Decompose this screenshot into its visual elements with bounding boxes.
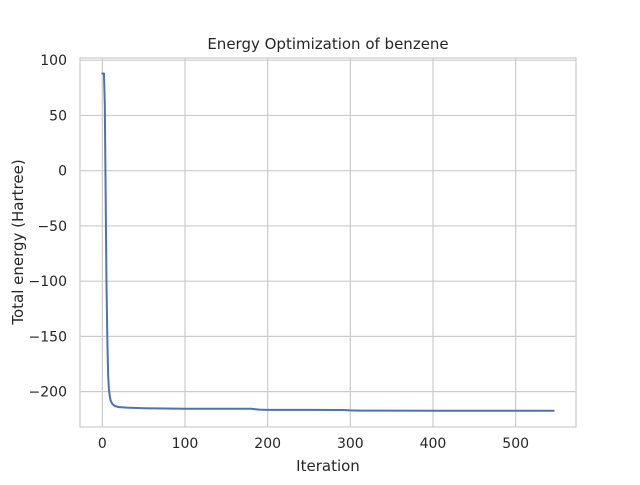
axes-frame	[79, 57, 577, 428]
x-tick-label: 100	[172, 436, 199, 452]
y-tick-label: 100	[40, 53, 67, 69]
y-tick-labels: 100 50 0 −50 −100 −150 −200	[29, 53, 67, 400]
x-axis-label: Iteration	[296, 457, 360, 475]
y-tick-label: −150	[29, 329, 67, 345]
y-tick-label: −200	[29, 385, 67, 401]
series-layer	[101, 72, 555, 412]
x-tick-label: 0	[98, 436, 107, 452]
y-axis-label: Total energy (Hartree)	[9, 159, 27, 325]
y-tick-label: 0	[58, 164, 67, 180]
y-tick-label: −50	[37, 219, 67, 235]
chart-title: Energy Optimization of benzene	[207, 35, 448, 53]
x-tick-label: 300	[337, 436, 364, 452]
energy-series-line	[101, 72, 555, 412]
x-tick-labels: 0 100 200 300 400 500	[98, 436, 529, 452]
x-tick-label: 200	[254, 436, 281, 452]
y-tick-label: −100	[29, 274, 67, 290]
grid	[80, 58, 576, 427]
x-tick-label: 500	[502, 436, 529, 452]
y-tick-label: 50	[49, 108, 67, 124]
x-tick-label: 400	[420, 436, 447, 452]
